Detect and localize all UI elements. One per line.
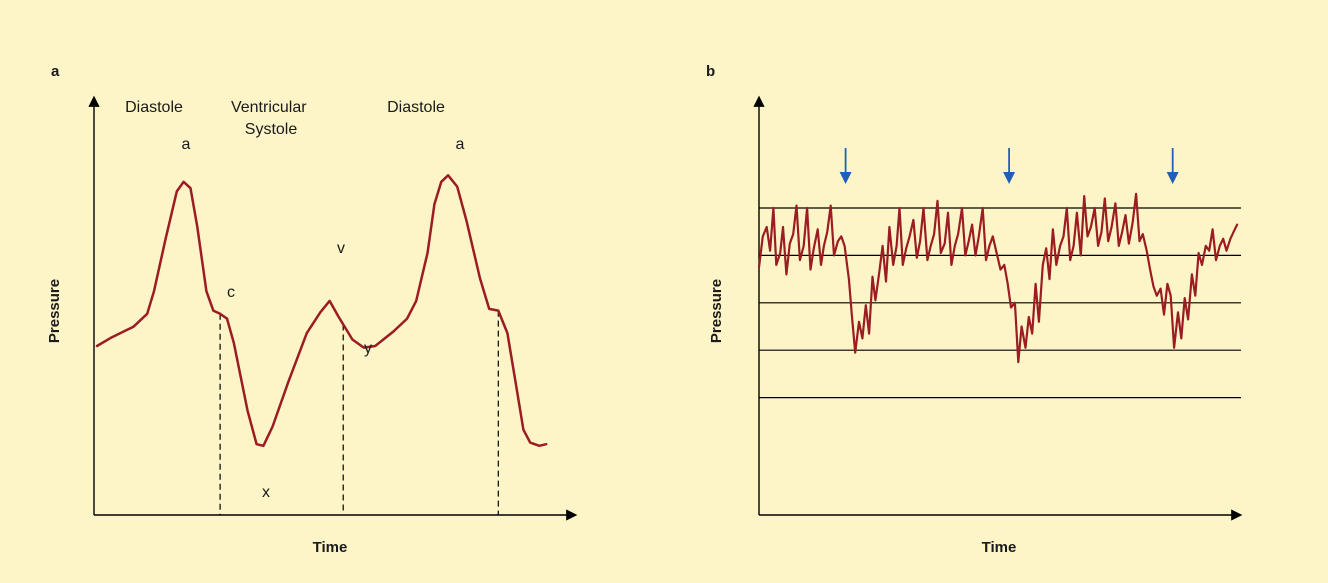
phase-label-diastole-2: Diastole (387, 99, 445, 116)
panel-a-x-axis-title: Time (313, 539, 348, 556)
panel-b: b Pressure Time (706, 63, 1243, 556)
panel-a-y-axis-title: Pressure (46, 279, 63, 343)
panel-b-label: b (706, 63, 715, 80)
arrow-marker-3 (1166, 148, 1179, 184)
panel-a: a Pressure Time Diastole Ventricular Sys… (46, 63, 578, 556)
panel-b-trace (757, 192, 1239, 364)
arrow-marker-1 (839, 148, 852, 184)
phase-label-ventricular-systole: Ventricular Systole (231, 99, 311, 138)
panel-a-trace (95, 174, 548, 448)
panel-a-label: a (51, 63, 60, 80)
wave-label-x: x (262, 484, 270, 501)
panel-b-x-axis-title: Time (982, 539, 1017, 556)
panel-b-gridlines (759, 207, 1241, 399)
wave-label-a-2: a (456, 136, 465, 153)
wave-label-v: v (337, 240, 345, 257)
arrow-marker-2 (1003, 148, 1016, 184)
panel-b-y-axis-title: Pressure (708, 279, 725, 343)
wave-label-y: y (364, 340, 372, 357)
phase-label-diastole-1: Diastole (125, 99, 183, 116)
wave-label-a-1: a (182, 136, 191, 153)
wave-label-c: c (227, 284, 235, 301)
panel-b-arrows (839, 148, 1179, 184)
panel-a-dashed-markers (219, 310, 499, 515)
